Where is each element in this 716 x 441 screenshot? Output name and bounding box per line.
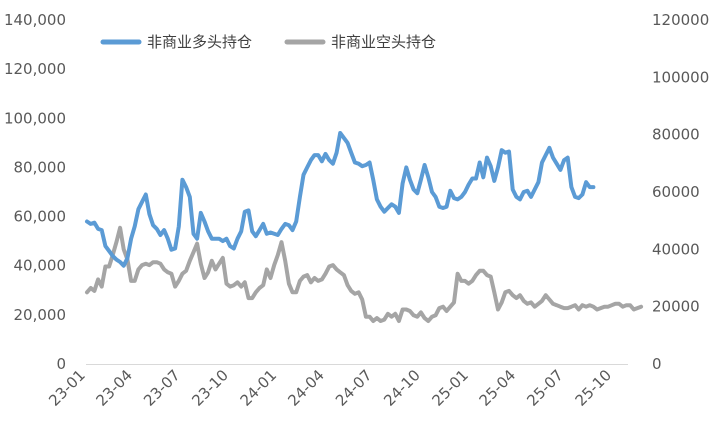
x-tick-label: 25-07	[523, 366, 567, 410]
x-tick-label: 24-01	[237, 366, 281, 410]
y-left-tick-label: 40,000	[14, 257, 67, 275]
y-right-tick-label: 60000	[652, 183, 700, 201]
y-left-tick-label: 80,000	[14, 158, 67, 176]
y-right-tick-label: 120000	[652, 11, 709, 29]
legend-label: 非商业空头持仓	[331, 33, 436, 51]
y-right-tick-label: 80000	[652, 126, 700, 144]
x-tick-label: 24-10	[380, 366, 424, 410]
x-tick-label: 25-04	[476, 366, 520, 410]
y-right-tick-label: 100000	[652, 68, 709, 86]
x-tick-label: 24-07	[332, 366, 376, 410]
y-right-tick-label: 40000	[652, 240, 700, 258]
x-tick-label: 23-04	[92, 366, 136, 410]
x-tick-label: 25-10	[572, 366, 616, 410]
y-left-tick-label: 20,000	[14, 306, 67, 324]
legend-label: 非商业多头持仓	[147, 33, 252, 51]
x-tick-label: 24-04	[284, 366, 328, 410]
series-layer	[85, 131, 644, 323]
y-axis-left: 0 20,000 40,000 60,000 80,000 100,000 120,000 1…	[4, 11, 66, 373]
x-tick-label: 23-07	[140, 366, 184, 410]
legend: 非商业多头持仓 非商业空头持仓	[100, 33, 436, 51]
y-left-tick-label: 120,000	[4, 60, 66, 78]
x-tick-label: 25-01	[428, 366, 472, 410]
y-right-tick-label: 20000	[652, 298, 700, 316]
series-line-long	[85, 131, 596, 268]
y-axis-right: 0 20000 40000 60000 80000 100000 120000	[652, 11, 709, 373]
x-tick-label: 23-01	[45, 366, 89, 410]
y-left-tick-label: 0	[56, 355, 66, 373]
y-right-tick-label: 0	[652, 355, 662, 373]
y-left-tick-label: 60,000	[14, 208, 67, 226]
series-line-short	[85, 225, 644, 323]
y-left-tick-label: 100,000	[4, 109, 66, 127]
x-axis: 23-01 23-04 23-07 23-10 24-01 24-04 24-07 24-10…	[45, 366, 615, 410]
x-tick-label: 23-10	[188, 366, 232, 410]
y-left-tick-label: 140,000	[4, 11, 66, 29]
